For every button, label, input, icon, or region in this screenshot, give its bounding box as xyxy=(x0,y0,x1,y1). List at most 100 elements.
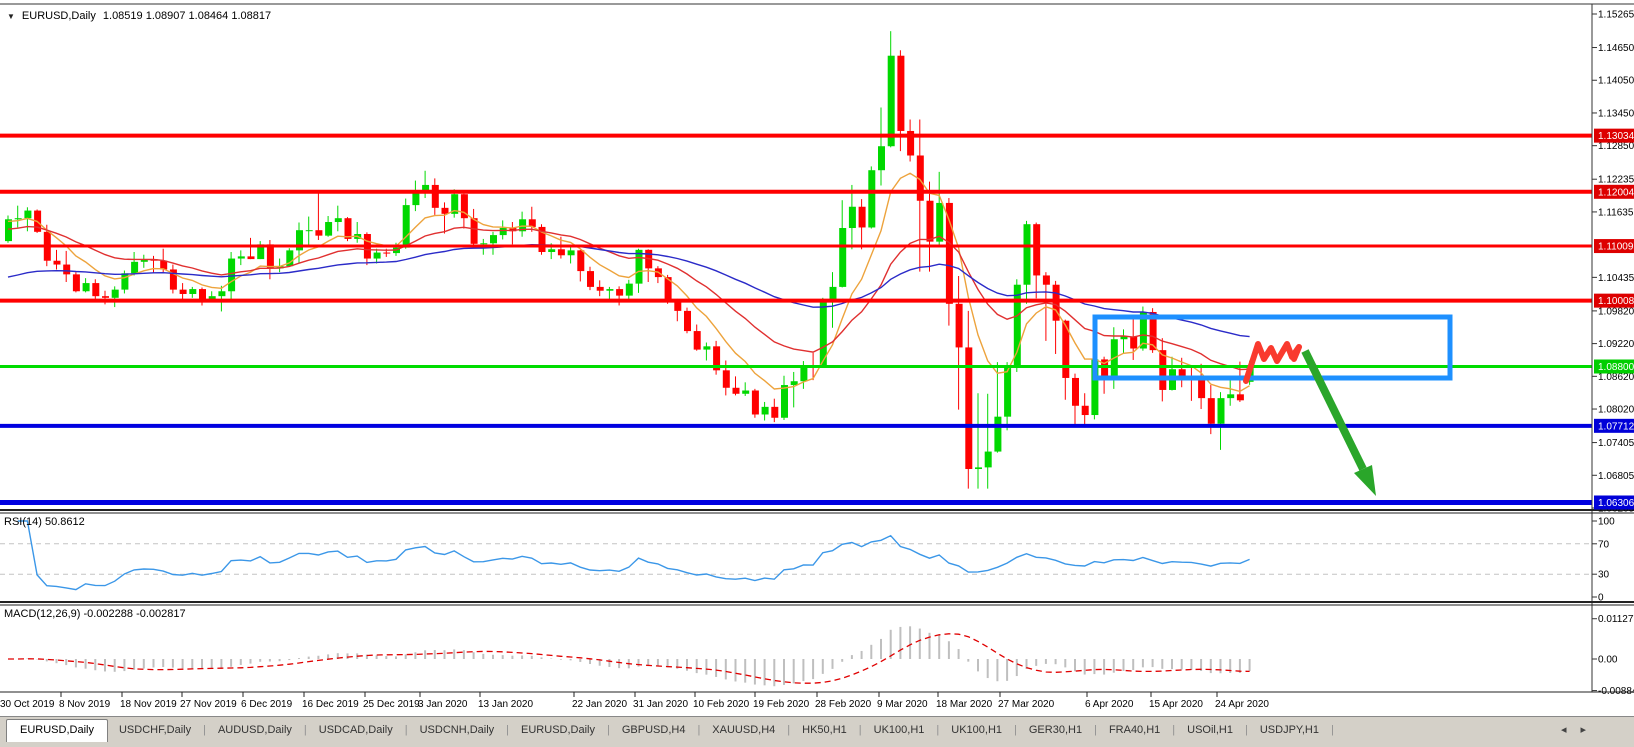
downside-projection-arrowhead xyxy=(1354,465,1376,496)
tab-separator: | xyxy=(936,723,940,736)
candle-body xyxy=(480,243,488,245)
symbol-dropdown-icon[interactable]: ▼ xyxy=(7,11,15,21)
candle-body xyxy=(422,184,430,194)
candle-body xyxy=(383,252,391,254)
price-line-label: 1.08800 xyxy=(1598,362,1634,373)
candle-body xyxy=(208,296,216,301)
rsi-tick-label: 70 xyxy=(1598,539,1610,550)
time-tick-label: 13 Jan 2020 xyxy=(478,699,533,710)
price-tick-label: 1.09820 xyxy=(1598,306,1634,317)
tab-xauusd-h4[interactable]: XAUUSD,H4 xyxy=(712,723,776,736)
candle-body xyxy=(713,346,721,371)
tab-usoil-h1[interactable]: USOil,H1 xyxy=(1187,723,1233,736)
candle-body xyxy=(199,289,206,301)
candle-body xyxy=(732,387,740,394)
candle-body xyxy=(1033,224,1041,276)
candle-body xyxy=(557,249,565,256)
candle-body xyxy=(257,244,265,260)
chart-tab-bar: EURUSD,Daily USDCHF,Daily | AUDUSD,Daily | US… xyxy=(0,716,1634,742)
time-tick-label: 31 Jan 2020 xyxy=(633,699,688,710)
tab-uk100-h1[interactable]: UK100,H1 xyxy=(873,723,925,736)
candle-body xyxy=(1023,224,1031,285)
candle-body xyxy=(596,286,604,291)
macd-signal-line xyxy=(8,633,1250,684)
candle-body xyxy=(441,207,449,214)
candle-body xyxy=(742,390,750,394)
candle-body xyxy=(945,202,953,304)
candle-body xyxy=(1101,359,1109,380)
price-tick-label: 1.14650 xyxy=(1598,43,1634,54)
candle-body xyxy=(5,219,12,242)
candle-body xyxy=(24,210,32,219)
price-tick-label: 1.10435 xyxy=(1598,273,1634,284)
candle-body xyxy=(344,218,352,239)
candle-body xyxy=(684,310,691,332)
candle-body xyxy=(994,416,1002,452)
candle-body xyxy=(1004,366,1012,417)
candle-body xyxy=(169,269,177,290)
candle-body xyxy=(635,249,643,284)
candle-body xyxy=(218,291,226,297)
tab-usdcnh-daily[interactable]: USDCNH,Daily xyxy=(419,723,495,736)
candle-body xyxy=(160,260,168,270)
price-tick-label: 1.09220 xyxy=(1598,339,1634,350)
candle-body xyxy=(907,130,915,156)
price-line-label-bg xyxy=(1594,359,1634,374)
candle-body xyxy=(587,271,594,287)
price-tick-label: 1.13450 xyxy=(1598,108,1634,119)
tab-eurusd-daily[interactable]: EURUSD,Daily xyxy=(6,718,108,742)
candle-body xyxy=(703,346,711,350)
tab-eurusd-daily[interactable]: EURUSD,Daily xyxy=(521,723,595,736)
candle-body xyxy=(577,250,585,272)
macd-tick-label: 0.00 xyxy=(1598,655,1618,666)
tab-scroll-left-icon[interactable]: ◂ xyxy=(1560,724,1567,736)
tab-separator: | xyxy=(1014,723,1017,736)
time-tick-label: 19 Feb 2020 xyxy=(753,699,810,710)
candle-body xyxy=(858,206,866,228)
tab-uk100-h1[interactable]: UK100,H1 xyxy=(951,723,1003,736)
chart-ohlc-values: 1.08519 1.08907 1.08464 1.08817 xyxy=(102,10,272,22)
candle-body xyxy=(373,252,381,259)
candle-body xyxy=(131,261,139,274)
tab-fra40-h1[interactable]: FRA40,H1 xyxy=(1108,723,1161,736)
price-line-label-bg xyxy=(1594,495,1634,510)
candle-body xyxy=(965,347,973,470)
price-line-label: 1.10008 xyxy=(1598,296,1634,307)
tab-scroll-arrows: ◂ ▸ xyxy=(1561,723,1586,736)
macd-indicator-label: MACD(12,26,9) -0.002288 -0.002817 xyxy=(4,608,186,620)
candle-body xyxy=(616,289,624,296)
candle-body xyxy=(1217,398,1225,424)
candle-body xyxy=(1081,405,1089,416)
candle-body xyxy=(1013,284,1021,367)
rsi-tick-label: 0 xyxy=(1598,593,1604,604)
tab-usdjpy-h1[interactable]: USDJPY,H1 xyxy=(1259,723,1319,736)
rsi-tick-label: 100 xyxy=(1598,517,1615,528)
time-tick-label: 22 Jan 2020 xyxy=(572,699,627,710)
candle-body xyxy=(1120,336,1128,340)
tab-audusd-daily[interactable]: AUDUSD,Daily xyxy=(217,723,292,736)
tab-separator: | xyxy=(1245,723,1248,736)
consolidation-range-box xyxy=(1092,314,1453,381)
tab-scroll-right-icon[interactable]: ▸ xyxy=(1580,724,1586,736)
candle-body xyxy=(14,218,22,220)
time-tick-label: 18 Nov 2019 xyxy=(120,699,177,710)
time-tick-label: 24 Apr 2020 xyxy=(1215,699,1269,710)
tab-separator: | xyxy=(203,723,206,736)
chart-canvas[interactable]: 1.15265 1.14650 1.14050 1.13450 1.12850 1.122… xyxy=(0,0,1634,716)
tab-ger30-h1[interactable]: GER30,H1 xyxy=(1028,723,1083,736)
candle-body xyxy=(102,296,109,298)
slow-ma-line xyxy=(7,243,1250,338)
tab-hk50-h1[interactable]: HK50,H1 xyxy=(802,723,847,736)
price-line-label-bg xyxy=(1594,128,1634,143)
time-tick-label: 10 Feb 2020 xyxy=(693,699,750,710)
candle-body xyxy=(499,228,507,236)
candle-body xyxy=(829,286,837,302)
candle-body xyxy=(625,283,633,296)
candle-body xyxy=(790,381,798,386)
tab-gbpusd-h4[interactable]: GBPUSD,H4 xyxy=(621,723,686,736)
fast-ma-line xyxy=(7,172,1250,393)
tab-usdcad-daily[interactable]: USDCAD,Daily xyxy=(318,723,393,736)
candle-body xyxy=(431,184,439,208)
tab-usdchf-daily[interactable]: USDCHF,Daily xyxy=(118,723,192,736)
candle-body xyxy=(92,283,100,297)
